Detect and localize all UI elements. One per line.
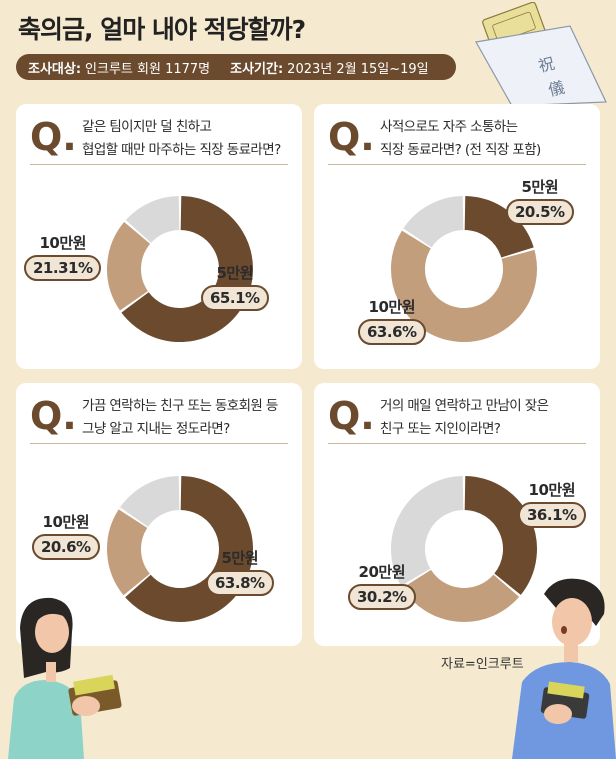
question-line: 직장 동료라면? (전 직장 포함) — [380, 142, 541, 158]
slice-value: 36.1% — [518, 502, 586, 528]
slice-label: 5만원 20.5% — [506, 176, 574, 225]
slice-label: 10만원 21.31% — [24, 232, 102, 281]
slice-label: 20만원 30.2% — [348, 561, 416, 610]
slice-value: 21.31% — [24, 255, 102, 281]
slice-name: 10만원 — [39, 234, 87, 252]
question-card-1: Q. 같은 팀이지만 덜 친하고 협업할 때만 마주하는 직장 동료라면? 5만… — [16, 104, 302, 369]
q-icon: Q. — [30, 394, 77, 438]
donut-slice-10만원 — [107, 509, 151, 596]
donut-slice-other — [391, 476, 465, 586]
survey-target-value: 인크루트 회원 1177명 — [85, 61, 211, 77]
slice-label: 10만원 63.6% — [358, 296, 426, 345]
question-card-2: Q. 사적으로도 자주 소통하는 직장 동료라면? (전 직장 포함) 5만원 … — [314, 104, 600, 369]
svg-text:祝: 祝 — [536, 54, 556, 76]
survey-period-label: 조사기간: — [230, 61, 284, 77]
question-line: 협업할 때만 마주하는 직장 동료라면? — [82, 142, 281, 158]
divider — [328, 443, 586, 444]
survey-period-value: 2023년 2월 15일~19일 — [287, 61, 429, 77]
donut-slice-10만원 — [391, 230, 537, 342]
slice-value: 30.2% — [348, 584, 416, 610]
money-envelope-illustration: 祝 儀 — [475, 2, 607, 107]
slice-value: 20.5% — [506, 199, 574, 225]
donut-chart — [391, 476, 537, 622]
donut-slice-other — [125, 196, 181, 244]
slice-value: 20.6% — [32, 534, 100, 560]
slice-name: 10만원 — [368, 298, 416, 316]
donut-slice-other — [120, 476, 181, 528]
q-icon: Q. — [328, 394, 375, 438]
slice-label: 10만원 20.6% — [32, 511, 100, 560]
slice-name: 20만원 — [358, 563, 406, 581]
question-card-3: Q. 가끔 연락하는 친구 또는 동호회원 등 그냥 알고 지내는 정도라면? … — [16, 383, 302, 646]
question-line: 거의 매일 연락하고 만남이 잦은 — [380, 398, 549, 414]
q-icon: Q. — [30, 115, 77, 159]
survey-target-label: 조사대상: — [28, 61, 82, 77]
woman-with-wallet-illustration — [8, 597, 122, 759]
slice-name: 10만원 — [42, 513, 90, 531]
man-with-wallet-illustration — [512, 578, 616, 759]
source-note: 자료=인크루트 — [441, 657, 524, 672]
question-line: 가끔 연락하는 친구 또는 동호회원 등 — [82, 398, 278, 414]
donut-slice-5만원 — [463, 196, 534, 259]
question-line: 사적으로도 자주 소통하는 — [380, 119, 518, 135]
donut-slice-20만원 — [402, 569, 520, 622]
slice-value: 65.1% — [201, 285, 269, 311]
slice-name: 10만원 — [528, 481, 576, 499]
slice-name: 5만원 — [221, 549, 259, 567]
divider — [30, 164, 288, 165]
slice-label: 10만원 36.1% — [518, 479, 586, 528]
slice-value: 63.6% — [358, 319, 426, 345]
slice-name: 5만원 — [521, 178, 559, 196]
donut-slice-10만원 — [107, 222, 151, 311]
slice-label: 5만원 65.1% — [201, 262, 269, 311]
divider — [328, 164, 586, 165]
donut-slice-10만원 — [463, 476, 537, 595]
question-line: 친구 또는 지인이라면? — [380, 421, 501, 437]
slice-name: 5만원 — [216, 264, 254, 282]
divider — [30, 443, 288, 444]
svg-text:儀: 儀 — [546, 78, 566, 100]
page-title: 축의금, 얼마 내야 적당할까? — [18, 15, 306, 44]
q-icon: Q. — [328, 115, 375, 159]
question-line: 그냥 알고 지내는 정도라면? — [82, 421, 230, 437]
slice-value: 63.8% — [206, 570, 274, 596]
slice-label: 5만원 63.8% — [206, 547, 274, 596]
donut-slice-other — [403, 196, 465, 249]
survey-info-bar: 조사대상: 인크루트 회원 1177명 조사기간: 2023년 2월 15일~1… — [16, 54, 456, 80]
question-line: 같은 팀이지만 덜 친하고 — [82, 119, 212, 135]
donut-chart — [391, 196, 537, 342]
